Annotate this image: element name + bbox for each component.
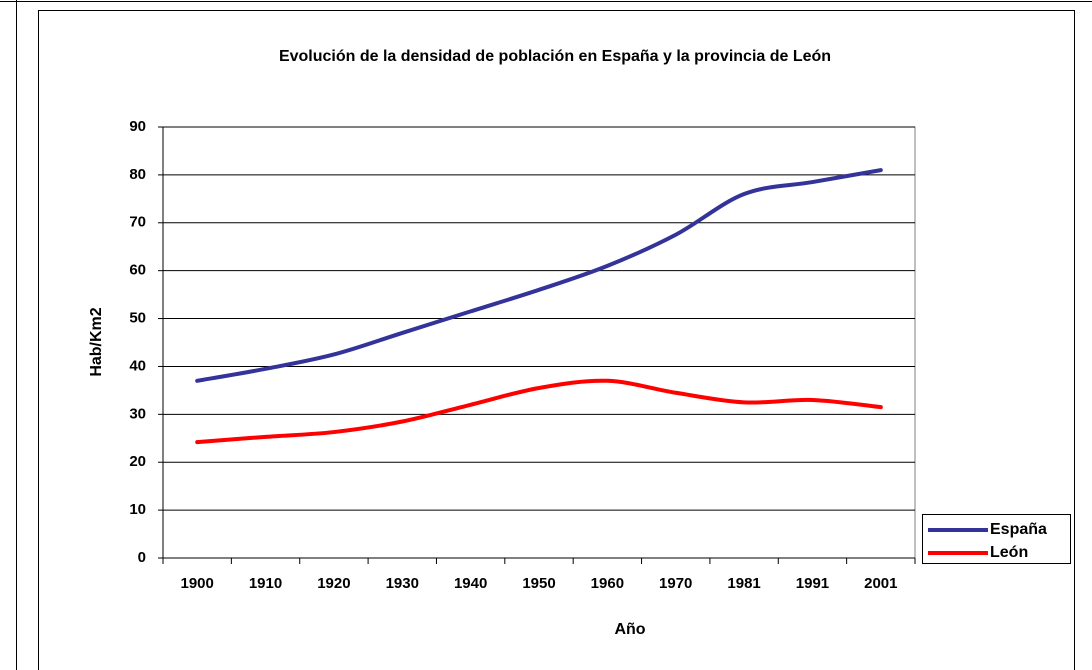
legend-label: León: [990, 544, 1028, 561]
x-tick-label: 1910: [249, 575, 282, 592]
legend-label: España: [990, 521, 1047, 538]
x-tick-label: 2001: [864, 575, 897, 592]
legend: [922, 514, 1071, 564]
x-tick-label: 1930: [386, 575, 419, 592]
series-line: [195, 168, 883, 383]
x-tick-label: 1950: [522, 575, 555, 592]
x-tick-label: 1940: [454, 575, 487, 592]
y-tick-label: 40: [129, 357, 146, 374]
y-tick-label: 50: [129, 310, 146, 327]
x-tick-label: 1900: [180, 575, 213, 592]
x-tick-label: 1920: [317, 575, 350, 592]
x-tick-label: 1970: [659, 575, 692, 592]
x-tick-label: 1960: [591, 575, 624, 592]
y-tick-label: 60: [129, 262, 146, 279]
x-tick-label: 1981: [727, 575, 760, 592]
series-line: [195, 378, 883, 445]
y-tick-label: 10: [129, 501, 146, 518]
y-tick-label: 70: [129, 214, 146, 231]
y-tick-label: 90: [129, 118, 146, 135]
y-tick-label: 80: [129, 166, 146, 183]
x-tick-label: 1991: [796, 575, 829, 592]
x-axis-label: Año: [614, 621, 645, 638]
plot-area: [162, 126, 916, 559]
chart-title: Evolución de la densidad de población en…: [279, 48, 831, 65]
y-tick-label: 20: [129, 453, 146, 470]
y-axis-label: Hab/Km2: [88, 307, 105, 376]
y-tick-label: 30: [129, 405, 146, 422]
y-tick-label: 0: [138, 549, 146, 566]
